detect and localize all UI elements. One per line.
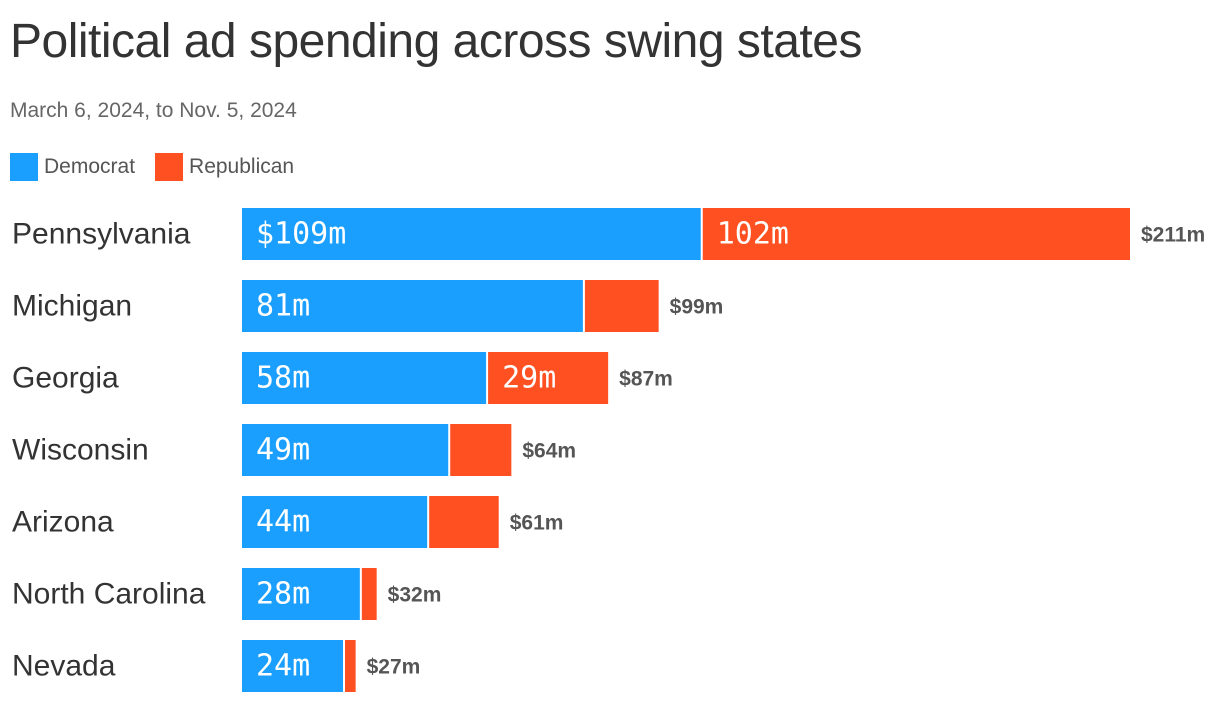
legend-swatch-republican [155, 153, 184, 181]
data-label-democrat-wisconsin: 49m [256, 433, 310, 468]
bar-democrat-arizona [242, 496, 428, 548]
data-label-republican-pennsylvania: 102m [717, 217, 789, 252]
data-label-democrat-michigan: 81m [256, 289, 310, 324]
category-label-michigan: Michigan [12, 290, 132, 323]
data-label-democrat-north-carolina: 28m [256, 577, 310, 612]
data-label-democrat-arizona: 44m [256, 505, 310, 540]
data-label-democrat-pennsylvania: $109m [256, 217, 346, 252]
bar-republican-nevada [345, 640, 356, 692]
legend: Democrat Republican [10, 153, 314, 181]
total-label-nevada: $27m [367, 656, 421, 679]
legend-label-democrat: Democrat [44, 155, 136, 178]
chart-title: Political ad spending across swing state… [10, 15, 862, 68]
total-label-wisconsin: $64m [522, 440, 576, 463]
legend-item-democrat: Democrat [10, 153, 135, 181]
category-label-georgia: Georgia [12, 362, 119, 395]
bar-republican-wisconsin [450, 424, 512, 476]
category-label-pennsylvania: Pennsylvania [12, 218, 191, 251]
legend-label-republican: Republican [189, 155, 295, 178]
category-label-nevada: Nevada [12, 650, 116, 683]
bar-republican-arizona [429, 496, 499, 548]
bar-democrat-pennsylvania [242, 208, 701, 260]
legend-item-republican: Republican [155, 153, 294, 181]
total-label-north-carolina: $32m [388, 584, 442, 607]
data-label-democrat-nevada: 24m [256, 649, 310, 684]
data-label-republican-georgia: 29m [502, 361, 556, 396]
bar-republican-georgia [488, 352, 609, 404]
bar-democrat-michigan [242, 280, 583, 332]
total-label-michigan: $99m [670, 296, 724, 319]
bar-republican-pennsylvania [702, 208, 1130, 260]
chart-subtitle: March 6, 2024, to Nov. 5, 2024 [10, 99, 297, 122]
legend-swatch-democrat [10, 153, 38, 181]
category-label-arizona: Arizona [12, 506, 114, 539]
bar-democrat-nevada [242, 640, 344, 692]
category-label-wisconsin: Wisconsin [12, 434, 149, 467]
bar-democrat-georgia [242, 352, 487, 404]
category-label-north-carolina: North Carolina [12, 578, 206, 611]
bar-democrat-north-carolina [242, 568, 360, 620]
total-label-georgia: $87m [619, 368, 673, 391]
total-label-pennsylvania: $211m [1141, 224, 1205, 247]
bar-democrat-wisconsin [242, 424, 449, 476]
bar-republican-michigan [584, 280, 659, 332]
bar-republican-north-carolina [361, 568, 377, 620]
total-label-arizona: $61m [510, 512, 564, 535]
data-label-democrat-georgia: 58m [256, 361, 310, 396]
